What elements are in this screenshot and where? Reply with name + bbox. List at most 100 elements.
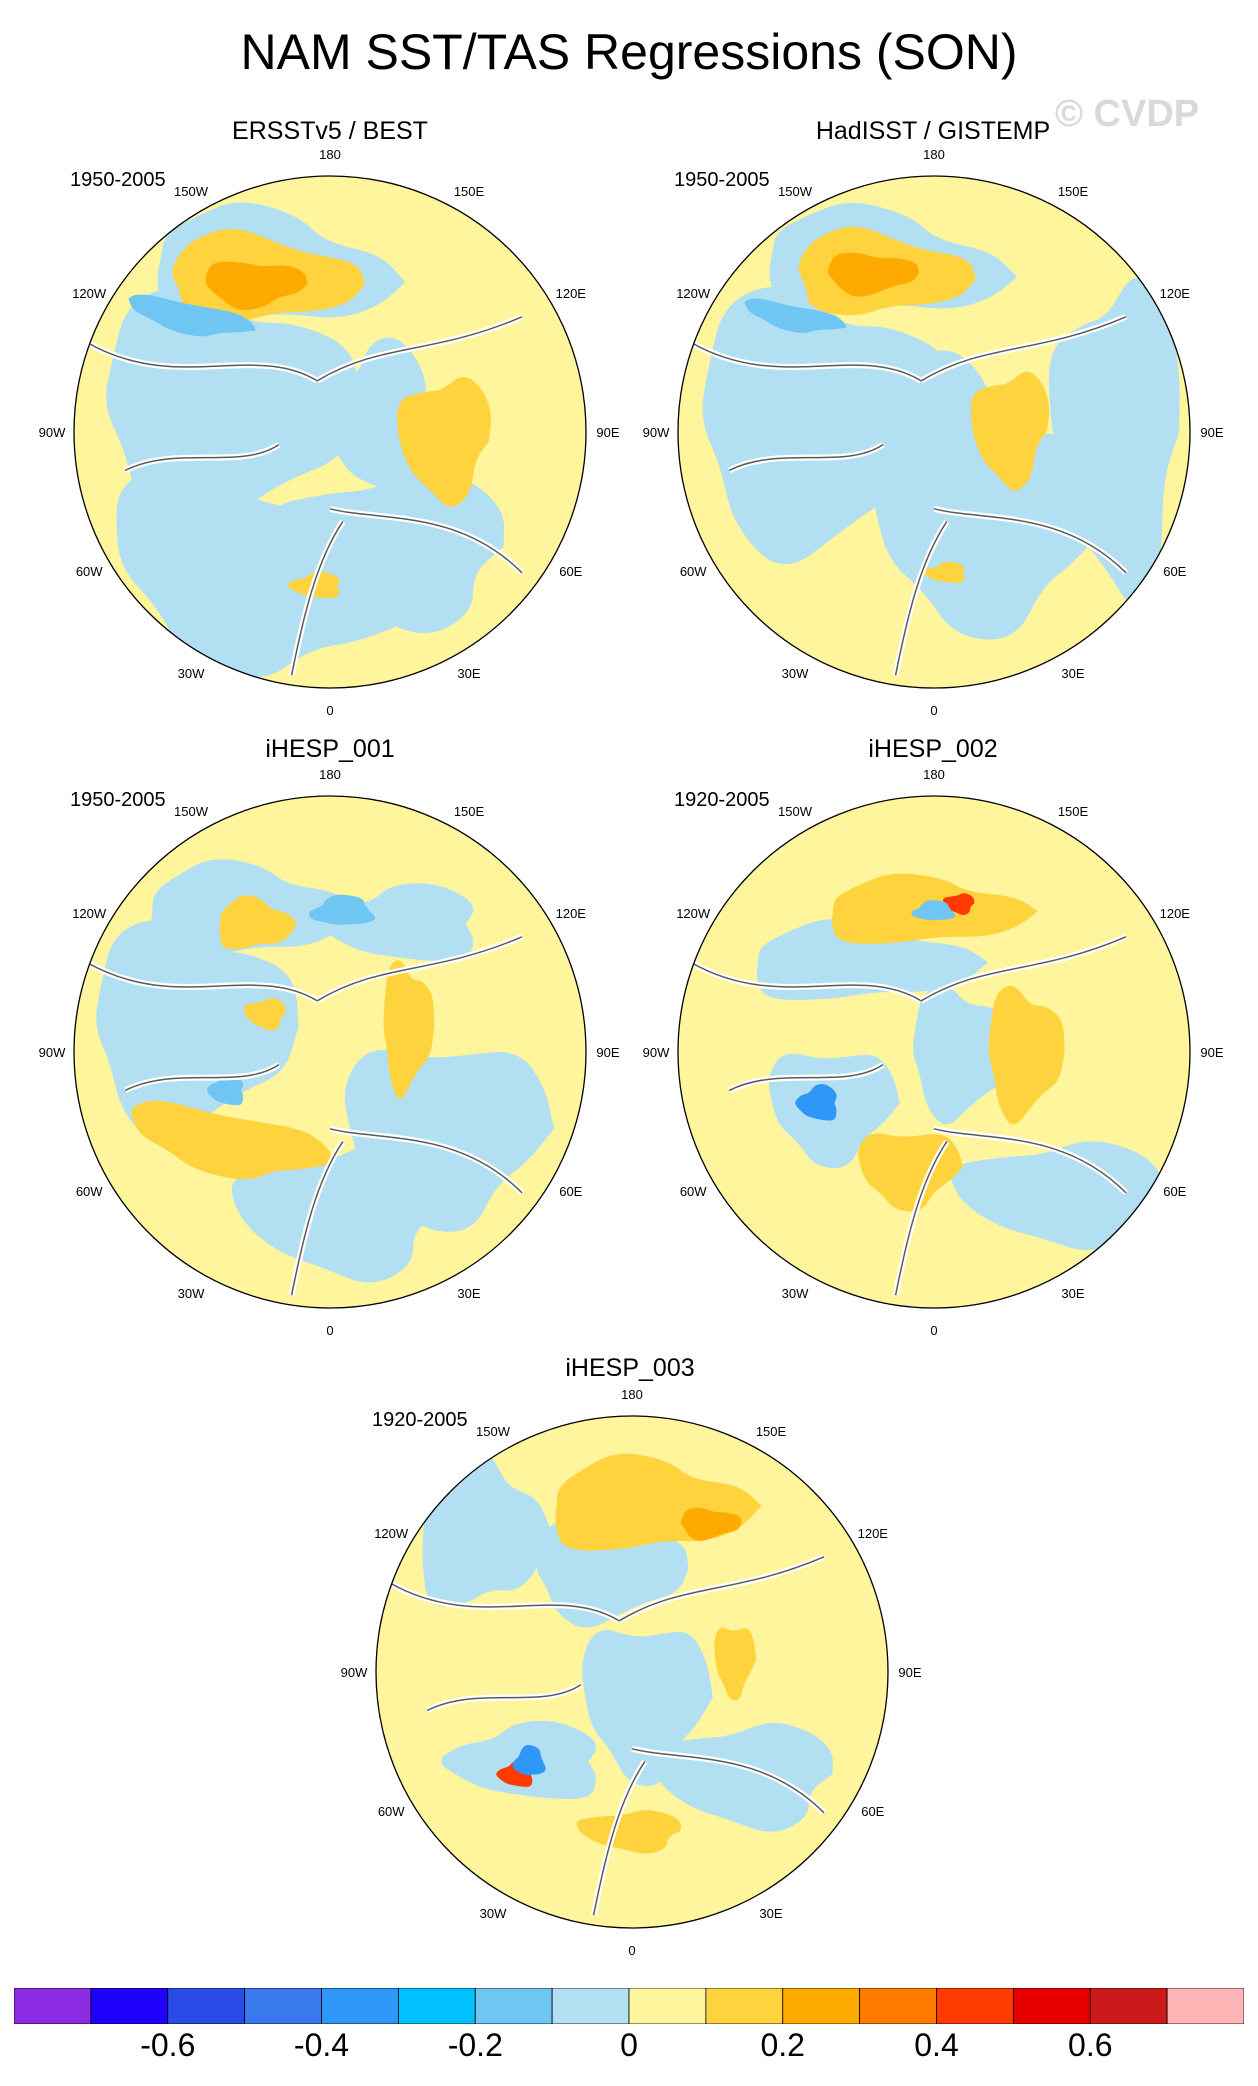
maps-layer: 180 150E 120E 90E 60E 30E 0 30W 60W 90W 120W 150W 18…: [39, 147, 1224, 1958]
anomaly-region: [911, 900, 956, 921]
colorbar-swatch: [936, 1988, 1014, 2024]
longitude-label: 120E: [1160, 906, 1191, 921]
longitude-label: 150W: [174, 184, 209, 199]
longitude-label: 30E: [759, 1906, 782, 1921]
longitude-label: 60W: [76, 564, 103, 579]
colorbar-swatch: [1089, 1988, 1168, 2024]
anomaly-region: [128, 294, 256, 337]
longitude-label: 150E: [756, 1424, 787, 1439]
coastline: [894, 521, 948, 676]
coastline: [290, 521, 344, 676]
coastline: [86, 961, 318, 1002]
longitude-label: 30W: [782, 666, 809, 681]
longitude-label: 150E: [1058, 184, 1089, 199]
longitude-label: 180: [319, 147, 341, 162]
coastline: [618, 1556, 825, 1622]
colorbar-swatch: [628, 1988, 707, 2024]
coastline: [329, 508, 523, 574]
map-panel-5: 180 150E 120E 90E 60E 30E 0 30W 60W 90W 120W 150W: [341, 1387, 922, 1958]
coastline: [329, 1128, 523, 1194]
colorbar-tick-label: 0.2: [760, 2027, 805, 2063]
map-field: [678, 176, 1190, 688]
longitude-label: 60E: [1163, 564, 1186, 579]
longitude-label: 60E: [559, 1184, 582, 1199]
anomaly-region: [219, 895, 297, 950]
anomaly-region: [231, 1146, 441, 1283]
longitude-label: 120W: [72, 286, 107, 301]
anomaly-region: [131, 1100, 335, 1180]
map-panel-3: 180 150E 120E 90E 60E 30E 0 30W 60W 90W 120W 150W: [39, 767, 620, 1338]
anomaly-region: [1048, 277, 1180, 605]
longitude-label: 60W: [76, 1184, 103, 1199]
anomaly-region: [96, 920, 299, 1143]
longitude-label: 0: [326, 703, 333, 718]
coastline: [290, 1141, 344, 1296]
panel-title-3: iHESP_001: [265, 735, 395, 763]
map-border: [73, 795, 587, 1309]
anomaly-region: [756, 919, 989, 1001]
panel-period-2: 1950-2005: [674, 169, 770, 191]
longitude-label: 30E: [457, 666, 480, 681]
longitude-label: 180: [621, 1387, 643, 1402]
longitude-label: 120W: [676, 906, 711, 921]
panel-title-2: HadISST / GISTEMP: [815, 117, 1051, 145]
anomaly-region: [827, 252, 919, 297]
longitude-label: 120E: [556, 286, 587, 301]
longitude-label: 150E: [1058, 804, 1089, 819]
coastline: [933, 508, 1127, 574]
colorbar-tick-label: 0.4: [914, 2027, 959, 2063]
colorbar-swatch: [859, 1988, 937, 2024]
colorbar-swatch: [705, 1988, 784, 2024]
coastline: [920, 936, 1127, 1002]
anomaly-region: [512, 1745, 546, 1776]
coastline: [690, 961, 922, 1002]
longitude-label: 60E: [1163, 1184, 1186, 1199]
longitude-label: 0: [628, 1943, 635, 1958]
longitude-label: 120W: [72, 906, 107, 921]
coastline: [426, 1684, 582, 1712]
longitude-label: 60W: [680, 564, 707, 579]
longitude-label: 120W: [676, 286, 711, 301]
colorbar: [14, 1988, 1244, 2024]
coastline: [592, 1761, 646, 1916]
longitude-label: 120E: [1160, 286, 1191, 301]
panel-title-1: ERSSTv5 / BEST: [232, 117, 428, 145]
anomaly-region: [795, 1084, 837, 1121]
longitude-label: 60W: [378, 1804, 405, 1819]
coastline: [631, 1748, 825, 1814]
colorbar-tick-label: 0.6: [1068, 2027, 1113, 2063]
longitude-label: 30E: [1061, 1286, 1084, 1301]
longitude-label: 120E: [556, 906, 587, 921]
longitude-label: 30W: [782, 1286, 809, 1301]
colorbar-swatch: [244, 1988, 322, 2024]
map-panel-1: 180 150E 120E 90E 60E 30E 0 30W 60W 90W 120W 150W: [39, 147, 620, 718]
coastline: [316, 316, 523, 382]
coastline: [316, 936, 523, 1002]
longitude-label: 90E: [898, 1665, 921, 1680]
anomaly-region: [744, 298, 847, 333]
longitude-label: 150W: [476, 1424, 511, 1439]
coastline: [690, 341, 922, 382]
anomaly-region: [923, 561, 965, 583]
anomaly-region: [649, 1723, 833, 1832]
panel-period-5: 1920-2005: [372, 1409, 468, 1431]
longitude-label: 150E: [454, 804, 485, 819]
coastline: [124, 1064, 280, 1092]
panel-period-3: 1950-2005: [70, 789, 166, 811]
panel-title-4: iHESP_002: [868, 735, 998, 763]
map-field: [678, 796, 1190, 1308]
longitude-label: 180: [923, 767, 945, 782]
longitude-label: 180: [923, 147, 945, 162]
longitude-label: 0: [930, 1323, 937, 1338]
map-panel-4: 180 150E 120E 90E 60E 30E 0 30W 60W 90W 120W 150W: [643, 767, 1224, 1338]
longitude-label: 0: [326, 1323, 333, 1338]
map-panel-2: 180 150E 120E 90E 60E 30E 0 30W 60W 90W 120W 150W: [643, 147, 1224, 718]
coastline: [86, 341, 318, 382]
anomaly-region: [714, 1627, 757, 1701]
longitude-label: 90W: [39, 1045, 66, 1060]
colorbar-swatch: [551, 1988, 630, 2024]
colorbar-swatch: [167, 1988, 246, 2024]
colorbar-swatch: [782, 1988, 861, 2024]
anomaly-region: [950, 1141, 1161, 1251]
map-field: [376, 1416, 888, 1928]
